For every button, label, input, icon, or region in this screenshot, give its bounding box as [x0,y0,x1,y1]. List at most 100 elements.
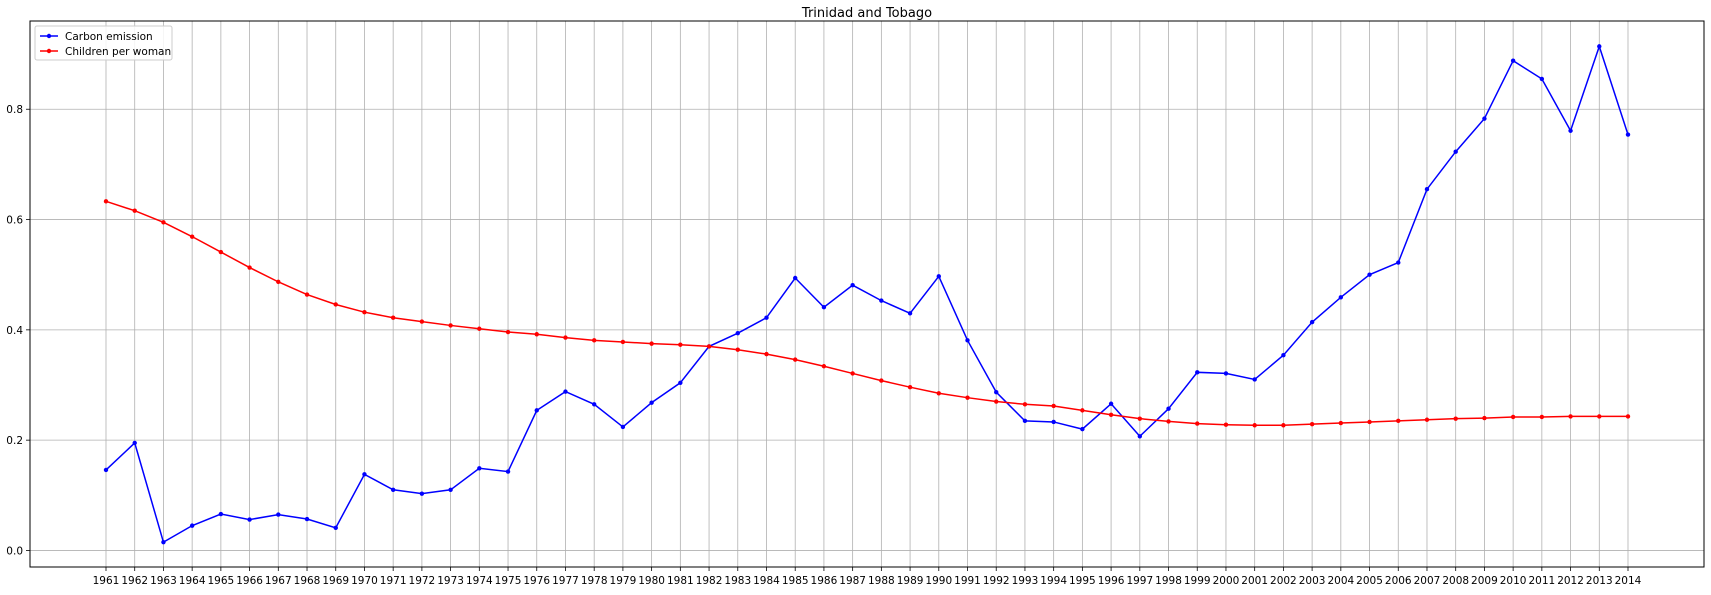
data-point [563,335,568,340]
data-point [1597,44,1602,49]
data-point [764,315,769,320]
legend-label: Children per woman [65,46,171,58]
x-tick-label: 1978 [581,575,608,587]
legend: Carbon emission Children per woman [34,25,173,61]
plot-frame [29,20,1705,568]
data-point [1568,128,1573,133]
data-point [1166,419,1171,424]
x-tick-label: 2011 [1528,575,1555,587]
data-point [649,400,654,405]
data-point [936,391,941,396]
data-point [1424,417,1430,422]
x-tick-label: 1965 [208,575,235,587]
data-point [620,339,626,345]
data-point [1424,187,1430,192]
x-tick-label: 1982 [696,575,723,587]
data-point [362,472,367,477]
x-tick-label: 2014 [1615,575,1642,587]
data-point [850,282,855,288]
data-point [994,399,999,404]
data-point [1252,377,1257,382]
data-point [821,364,827,369]
x-tick-label: 1971 [380,575,407,587]
data-point [304,516,310,522]
x-tick-label: 1966 [236,575,263,587]
data-point [218,511,224,517]
data-point [1396,260,1401,265]
data-point [965,338,970,343]
x-tick-label: 2009 [1471,575,1498,587]
x-tick-label: 2013 [1586,575,1613,587]
data-point [1108,401,1114,406]
series-0 [103,43,1631,545]
x-tick-label: 2010 [1500,575,1527,587]
data-point [247,265,252,270]
x-tick-label: 1968 [294,575,321,587]
x-tick-label: 1967 [265,575,292,587]
x-tick-label: 1990 [925,575,952,587]
x-tick-label: 1983 [724,575,751,587]
chart-title: Trinidad and Tobago [801,6,932,21]
data-point [1108,412,1114,417]
data-point [505,329,511,335]
legend-box [34,25,173,61]
x-tick-label: 1998 [1155,575,1182,587]
x-tick-label: 2007 [1414,575,1441,587]
data-point [620,424,626,430]
data-point [132,440,137,446]
data-point [706,344,712,349]
x-tick-label: 1989 [897,575,924,587]
data-point [448,323,453,328]
data-point [333,302,338,307]
x-tick-label: 2006 [1385,575,1412,587]
x-tick-label: 1993 [1012,575,1039,587]
data-point [1137,434,1143,439]
x-tick-label: 2003 [1299,575,1326,587]
x-tick-label: 1962 [121,575,148,587]
data-point [161,539,166,545]
x-tick-label: 2000 [1213,575,1240,587]
data-point [1510,414,1516,420]
data-point [390,487,396,492]
data-point [103,199,109,204]
data-point [1281,353,1286,358]
x-tick-label: 1977 [552,575,579,587]
x-tick-label: 2005 [1356,575,1383,587]
data-point [477,326,482,331]
data-point [1080,408,1085,413]
data-point [907,385,913,390]
x-tick-label: 1975 [495,575,522,587]
data-point [1453,149,1458,154]
data-point [1510,58,1516,63]
y-tick-label: 0.2 [6,435,23,447]
x-tick-label: 1984 [753,575,780,587]
data-point [276,512,281,517]
x-tick-label: 1970 [351,575,378,587]
data-point [1195,370,1200,375]
data-point [1223,422,1229,427]
data-point [103,467,109,473]
data-point [247,517,252,522]
data-point [678,342,683,347]
x-tick-label: 1976 [523,575,550,587]
data-point [1367,419,1372,425]
data-point [1223,371,1229,376]
data-point [276,279,281,285]
x-tick-label: 1986 [811,575,838,587]
data-point [649,341,654,346]
x-tick-label: 2004 [1327,575,1354,587]
data-point [936,274,941,279]
x-tick-label: 1961 [93,575,120,587]
x-tick-label: 1980 [638,575,665,587]
data-point [1051,419,1056,425]
data-point [821,305,827,310]
data-point [1137,416,1143,421]
data-point [1166,406,1171,411]
data-point [1281,423,1286,428]
data-point [534,332,539,337]
data-point [362,310,367,315]
series-layer [103,43,1631,545]
x-tick-label: 1995 [1069,575,1096,587]
x-tick-label: 2002 [1270,575,1297,587]
